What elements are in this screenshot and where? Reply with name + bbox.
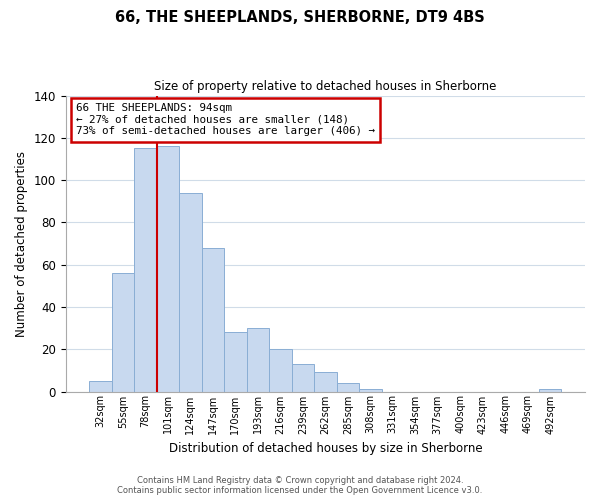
Bar: [89, 381, 112, 392]
Bar: [269, 349, 292, 392]
X-axis label: Distribution of detached houses by size in Sherborne: Distribution of detached houses by size …: [169, 442, 482, 455]
Text: Contains HM Land Registry data © Crown copyright and database right 2024.
Contai: Contains HM Land Registry data © Crown c…: [118, 476, 482, 495]
Y-axis label: Number of detached properties: Number of detached properties: [15, 150, 28, 336]
Title: Size of property relative to detached houses in Sherborne: Size of property relative to detached ho…: [154, 80, 497, 93]
Bar: [134, 148, 157, 392]
Bar: [314, 372, 337, 392]
Bar: [112, 273, 134, 392]
Bar: [292, 364, 314, 392]
Bar: [157, 146, 179, 392]
Bar: [202, 248, 224, 392]
Text: 66, THE SHEEPLANDS, SHERBORNE, DT9 4BS: 66, THE SHEEPLANDS, SHERBORNE, DT9 4BS: [115, 10, 485, 25]
Bar: [337, 383, 359, 392]
Text: 66 THE SHEEPLANDS: 94sqm
← 27% of detached houses are smaller (148)
73% of semi-: 66 THE SHEEPLANDS: 94sqm ← 27% of detach…: [76, 103, 375, 136]
Bar: [247, 328, 269, 392]
Bar: [179, 193, 202, 392]
Bar: [224, 332, 247, 392]
Bar: [539, 390, 562, 392]
Bar: [359, 390, 382, 392]
